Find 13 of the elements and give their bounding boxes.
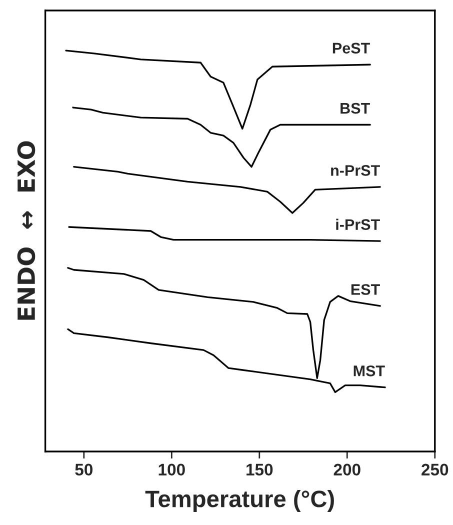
x-tick-label: 150 bbox=[246, 464, 273, 476]
x-tick-label: 50 bbox=[75, 464, 92, 476]
x-tick-label: 100 bbox=[158, 464, 185, 476]
y-axis-title: ENDO ↔ EXO bbox=[17, 141, 36, 320]
series-label: BST bbox=[340, 102, 370, 114]
x-axis-title: Temperature (°C) bbox=[145, 490, 334, 512]
series-label: PeST bbox=[332, 42, 370, 54]
series-label: i-PrST bbox=[336, 218, 380, 230]
x-tick-label: 250 bbox=[422, 464, 448, 476]
series-label: MST bbox=[354, 366, 385, 376]
x-tick-label: 200 bbox=[334, 464, 360, 476]
series-label: n-PrST bbox=[331, 165, 380, 176]
series-label: EST bbox=[351, 284, 380, 295]
